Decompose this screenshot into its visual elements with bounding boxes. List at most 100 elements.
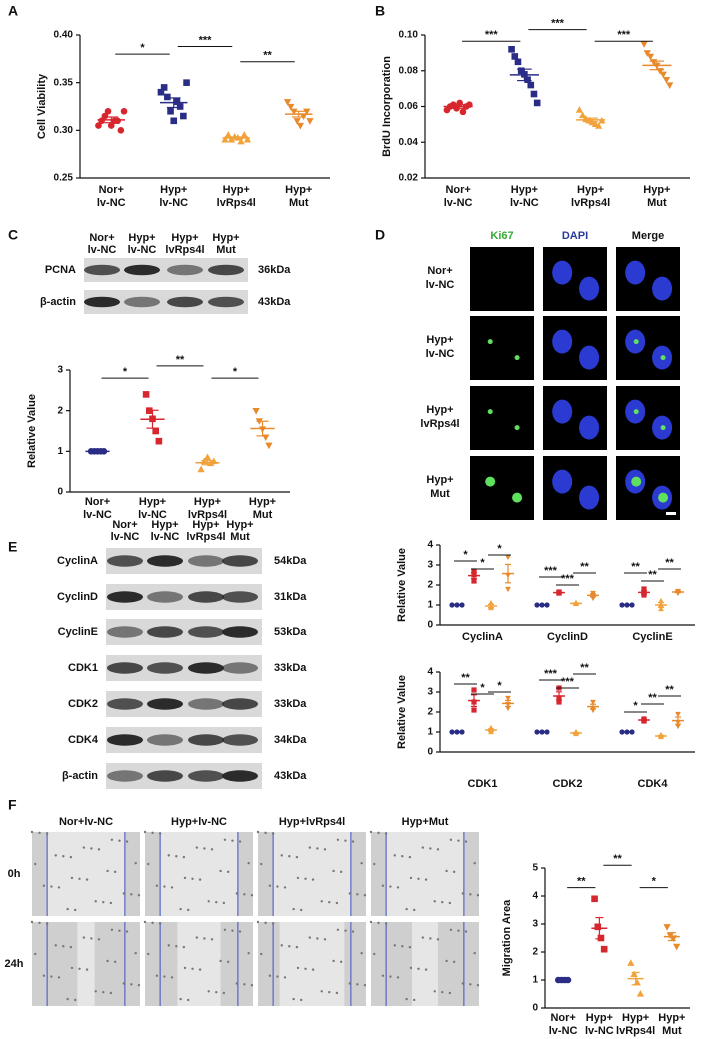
cell (122, 892, 126, 895)
cell (393, 944, 396, 947)
cell (222, 901, 226, 905)
x-tick-label: CDK4 (638, 778, 669, 790)
micrograph (543, 247, 607, 311)
y-tick-label: 0.04 (399, 137, 419, 148)
x-tick-label: Mut (662, 1025, 682, 1037)
blot-band (147, 591, 183, 603)
scale-bar (666, 512, 676, 515)
cell (452, 960, 456, 964)
cell (308, 936, 312, 939)
cell (151, 921, 154, 925)
y-tick-label: 3 (427, 687, 433, 698)
cell (356, 983, 359, 986)
blot-band (107, 626, 143, 638)
cell (436, 938, 440, 941)
data-point (471, 568, 477, 574)
data-point (296, 122, 304, 130)
blot-row-label: β-actin (62, 770, 98, 782)
data-point (283, 99, 292, 106)
cell (97, 938, 101, 941)
blot-band (107, 555, 143, 567)
data-point (459, 108, 467, 116)
blot-size-label: 43kDa (258, 296, 291, 308)
data-point (197, 465, 205, 473)
cell (203, 937, 206, 940)
cell-free-area (386, 832, 464, 916)
lane-label: Nor+ (89, 232, 114, 244)
cell (38, 921, 41, 925)
y-tick-label: 0.10 (399, 30, 419, 41)
data-point (290, 108, 298, 116)
lane-label: lv-NC (128, 244, 157, 256)
channel-label: Ki67 (490, 230, 513, 242)
x-tick-label: Hyp+ (643, 184, 670, 196)
blot-band (84, 296, 120, 308)
cell (70, 876, 74, 880)
cell (311, 878, 315, 881)
cell (106, 869, 109, 873)
significance-label: * (480, 682, 485, 694)
row-label: Hyp+ (426, 404, 453, 416)
x-tick-label: Hyp+ (160, 184, 187, 196)
micrograph (543, 386, 607, 450)
cell (449, 928, 453, 931)
y-axis-label: Relative Value (396, 548, 408, 622)
data-point (594, 923, 602, 931)
cell (109, 991, 113, 995)
row-label: lv-NC (426, 348, 455, 360)
cell (448, 901, 452, 905)
cell (464, 840, 468, 843)
cell (409, 966, 413, 970)
cell (469, 983, 472, 986)
significance-label: ** (263, 50, 272, 62)
micrograph (616, 456, 680, 520)
cell (175, 945, 178, 948)
significance-label: * (480, 557, 485, 569)
cell (66, 997, 69, 1001)
cell (264, 831, 267, 835)
lane-label: Mut (216, 244, 236, 256)
cell (97, 848, 101, 851)
cell (215, 900, 218, 904)
cell (57, 976, 61, 979)
significance-label: * (140, 42, 145, 54)
data-point (243, 135, 252, 143)
cell (50, 975, 53, 978)
cell (473, 951, 476, 955)
cell (476, 894, 480, 897)
y-tick-label: 3 (427, 560, 433, 571)
data-point (659, 71, 667, 79)
data-point (240, 131, 248, 138)
cell (106, 959, 109, 963)
cell (82, 936, 86, 939)
cell (271, 832, 275, 835)
cell (62, 855, 65, 858)
cell (42, 884, 46, 887)
blot-band (188, 734, 224, 746)
cell (280, 854, 283, 857)
cell (339, 870, 343, 874)
cell (433, 900, 436, 903)
cell (448, 991, 452, 995)
row-label: Hyp+ (426, 474, 453, 486)
x-tick-label: lv-NC (549, 1025, 578, 1037)
x-tick-label: Hyp+ (194, 496, 221, 508)
cell (389, 975, 392, 978)
cell (226, 960, 230, 964)
cell (384, 832, 388, 835)
cell (179, 907, 182, 911)
blot-size-label: 43kDa (274, 770, 307, 782)
cell-free-area (412, 922, 438, 1006)
data-point (170, 117, 178, 125)
cell (461, 892, 464, 895)
cell (45, 922, 49, 925)
cell-free-area (160, 832, 238, 916)
row-label: Nor+ (427, 265, 452, 277)
cell (304, 877, 307, 880)
cell (70, 966, 74, 970)
data-point (155, 437, 163, 445)
cell (90, 937, 93, 940)
cell (429, 937, 432, 940)
lane-label: Hyp+ (226, 519, 253, 531)
